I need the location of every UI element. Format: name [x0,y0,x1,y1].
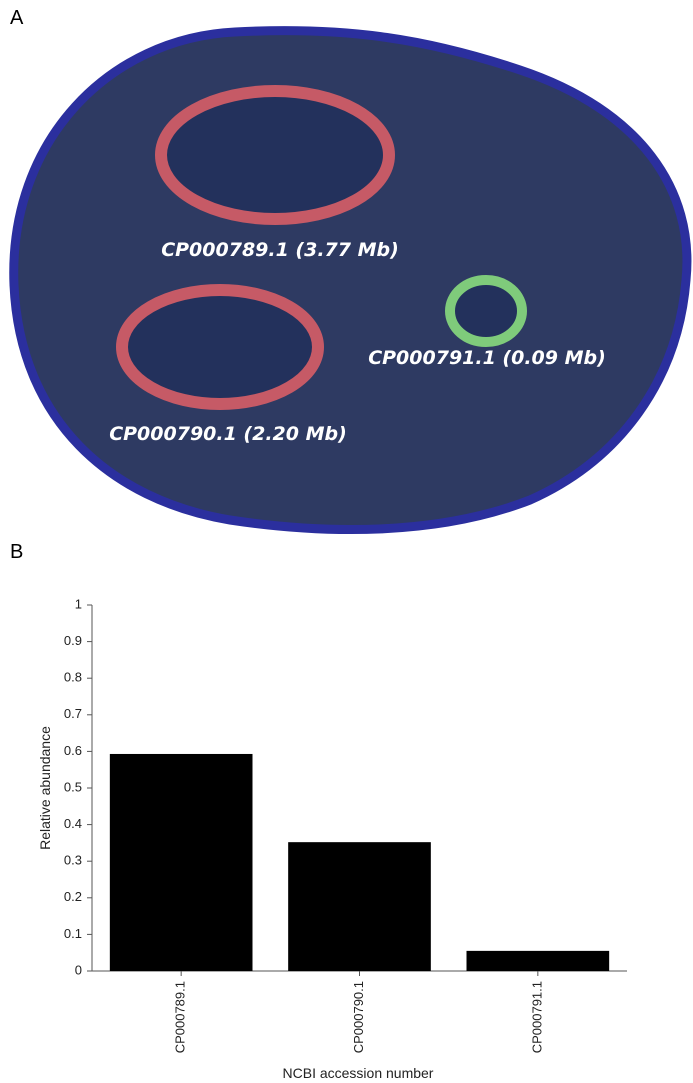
replicon-label: CP000790.1 (2.20 Mb) [109,423,347,445]
bar [109,753,253,971]
x-tick-label: CP000790.1 [351,981,366,1053]
y-tick-label: 1 [75,596,82,611]
chromosome [155,85,395,225]
replicon-label: CP000789.1 (3.77 Mb) [161,239,399,261]
panel-label: B [10,541,23,563]
y-tick-label: 0.1 [64,926,82,941]
plasmid [445,275,527,347]
y-tick-label: 0.4 [64,816,82,831]
x-tick-label: CP000791.1 [529,981,544,1053]
panel-label: A [10,7,24,29]
y-tick-label: 0.3 [64,853,82,868]
y-tick-label: 0.8 [64,670,82,685]
y-tick-label: 0.5 [64,779,82,794]
replicon-label: CP000791.1 (0.09 Mb) [368,347,606,369]
y-tick-label: 0.6 [64,743,82,758]
y-axis-label: Relative abundance [37,726,53,850]
y-tick-label: 0.9 [64,633,82,648]
chromosome [116,284,324,410]
y-tick-label: 0.7 [64,706,82,721]
y-tick-label: 0 [75,962,82,977]
x-tick-label: CP000789.1 [173,981,188,1053]
bar [288,842,431,971]
y-tick-label: 0.2 [64,889,82,904]
x-axis-label: NCBI accession number [283,1065,434,1081]
bar [466,950,610,971]
